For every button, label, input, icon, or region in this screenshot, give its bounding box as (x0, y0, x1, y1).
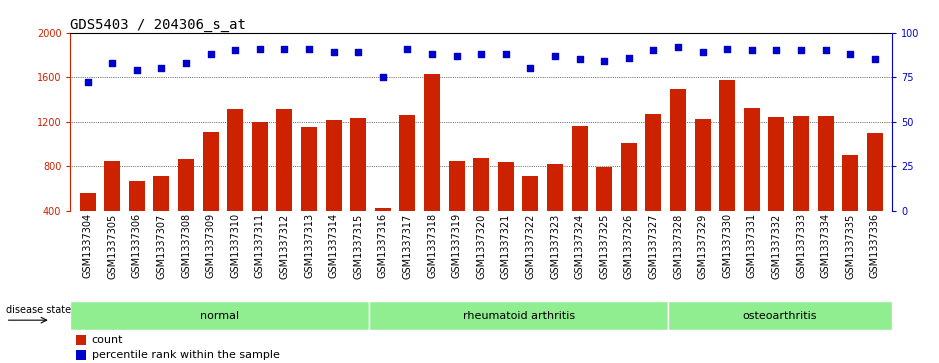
Bar (719, 81, 735, 255)
Bar (572, 126, 588, 255)
Bar (621, 143, 637, 255)
Bar (80, 193, 96, 255)
Bar (424, 74, 440, 255)
Point (253, 46, 268, 52)
Point (203, 51, 218, 57)
Bar (768, 117, 784, 255)
Point (547, 53, 562, 59)
Point (326, 49, 341, 55)
Point (646, 48, 661, 53)
Text: rheumatoid arthritis: rheumatoid arthritis (463, 311, 575, 321)
Bar (104, 160, 120, 255)
Point (228, 48, 243, 53)
Point (745, 48, 760, 53)
Point (154, 65, 169, 71)
Bar (129, 180, 145, 255)
Point (523, 65, 538, 71)
Point (400, 46, 415, 52)
Point (178, 60, 193, 66)
Bar (276, 109, 292, 255)
Point (449, 53, 464, 59)
Bar (668, 301, 892, 330)
Bar (596, 167, 612, 255)
Point (277, 46, 292, 52)
Bar (350, 118, 366, 255)
Bar (842, 155, 858, 255)
Bar (867, 133, 883, 255)
Point (105, 60, 120, 66)
Bar (547, 164, 563, 255)
Text: normal: normal (200, 311, 239, 321)
Point (868, 56, 883, 62)
Point (424, 51, 439, 57)
Bar (227, 109, 243, 255)
Point (301, 46, 316, 52)
Point (351, 49, 366, 55)
Point (695, 49, 710, 55)
Point (499, 51, 514, 57)
Point (769, 48, 784, 53)
Point (670, 44, 685, 50)
Point (376, 74, 391, 80)
Bar (76, 335, 86, 345)
Point (842, 51, 857, 57)
Point (793, 48, 808, 53)
Bar (375, 208, 391, 255)
Bar (76, 350, 86, 360)
Bar (645, 114, 661, 255)
Bar (369, 301, 668, 330)
Point (572, 56, 587, 62)
Text: osteoarthritis: osteoarthritis (743, 311, 817, 321)
Bar (153, 176, 169, 255)
Bar (326, 121, 342, 255)
Text: percentile rank within the sample: percentile rank within the sample (92, 350, 280, 360)
Bar (178, 159, 194, 255)
Bar (744, 108, 760, 255)
Point (474, 51, 489, 57)
Bar (670, 89, 686, 255)
Bar (203, 132, 219, 255)
Bar (473, 158, 489, 255)
Bar (399, 115, 415, 255)
Point (719, 46, 734, 52)
Bar (695, 119, 711, 255)
Text: count: count (92, 335, 123, 345)
Bar (70, 301, 369, 330)
Bar (818, 116, 834, 255)
Bar (522, 176, 538, 255)
Point (596, 58, 611, 64)
Bar (498, 162, 514, 255)
Text: GDS5403 / 204306_s_at: GDS5403 / 204306_s_at (70, 18, 246, 32)
Point (80, 79, 95, 85)
Bar (301, 127, 317, 255)
Point (818, 48, 833, 53)
Point (622, 55, 637, 61)
Bar (252, 122, 268, 255)
Text: disease state: disease state (6, 305, 70, 315)
Bar (449, 160, 465, 255)
Bar (793, 116, 809, 255)
Point (130, 67, 145, 73)
